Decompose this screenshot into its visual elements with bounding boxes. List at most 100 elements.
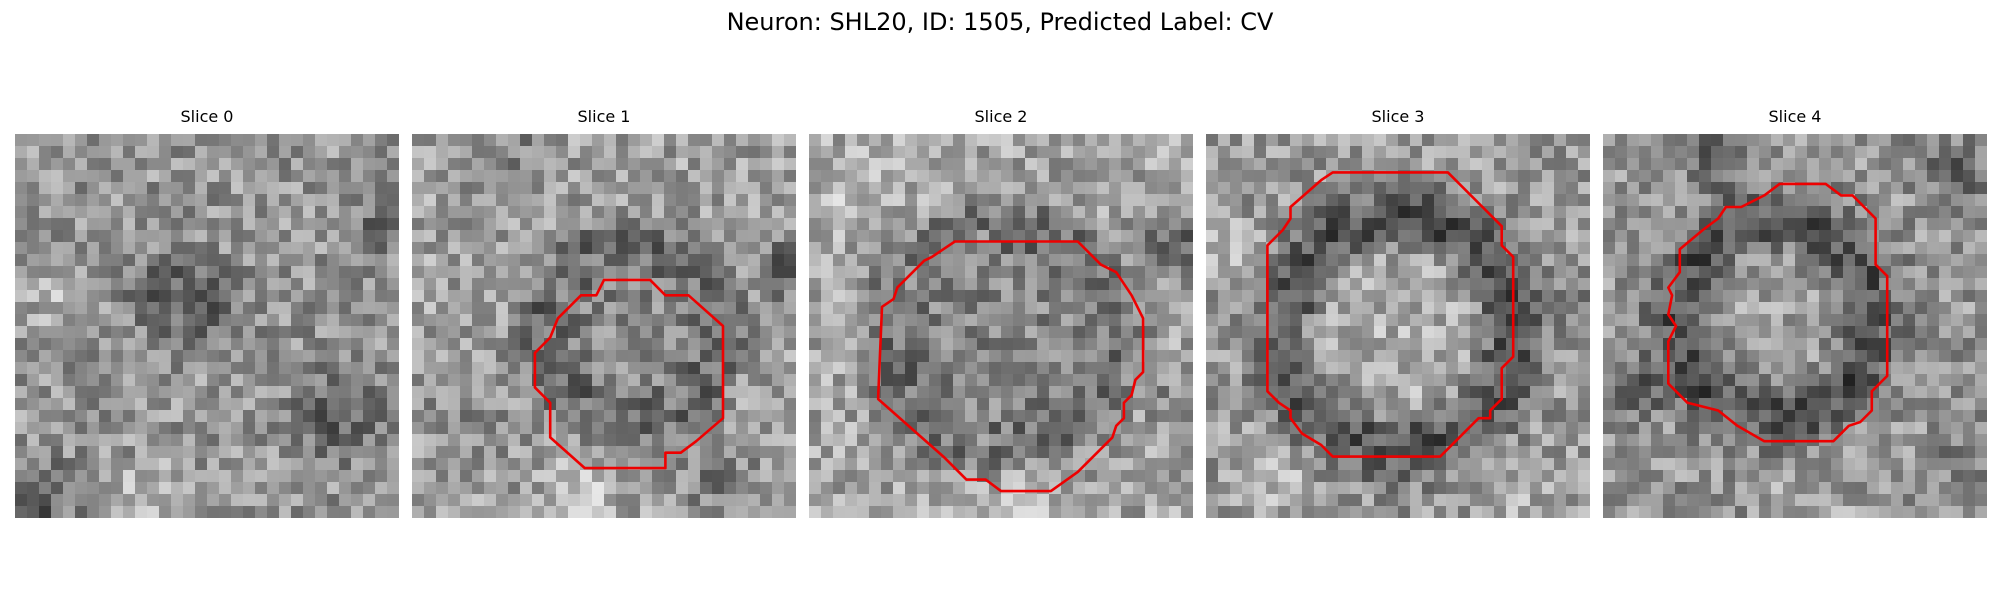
image-pixel [1278,410,1291,423]
image-pixel [508,494,521,507]
image-pixel [351,494,364,507]
image-pixel [1254,158,1267,171]
image-pixel [1723,446,1736,459]
image-pixel [63,506,76,518]
image-pixel [1951,386,1964,399]
image-pixel [688,374,701,387]
image-pixel [1133,290,1146,303]
image-pixel [1145,278,1158,291]
image-pixel [496,182,509,195]
image-pixel [111,170,124,183]
image-pixel [219,158,232,171]
image-pixel [1266,218,1279,231]
image-pixel [159,254,172,267]
image-pixel [1085,506,1098,518]
image-pixel [387,410,399,423]
image-pixel [845,398,858,411]
image-pixel [1410,242,1423,255]
image-pixel [1434,254,1447,267]
image-pixel [821,170,834,183]
image-pixel [1398,422,1411,435]
image-pixel [893,494,906,507]
image-pixel [965,230,978,243]
image-pixel [833,134,846,147]
image-pixel [1386,374,1399,387]
image-pixel [508,326,521,339]
image-pixel [1266,338,1279,351]
image-pixel [1013,230,1026,243]
image-pixel [664,230,677,243]
image-pixel [1410,326,1423,339]
image-pixel [1410,158,1423,171]
image-pixel [592,194,605,207]
image-pixel [436,254,449,267]
image-pixel [628,350,641,363]
image-pixel [1169,494,1182,507]
image-pixel [460,398,473,411]
image-pixel [1109,302,1122,315]
image-pixel [1446,386,1459,399]
image-pixel [1939,158,1952,171]
image-pixel [881,266,894,279]
image-pixel [592,506,605,518]
image-pixel [339,194,352,207]
image-pixel [387,158,399,171]
image-pixel [953,254,966,267]
image-pixel [1206,470,1219,483]
image-pixel [628,326,641,339]
image-pixel [339,302,352,315]
image-pixel [15,278,28,291]
image-pixel [809,254,822,267]
image-pixel [760,314,773,327]
image-pixel [1422,314,1435,327]
image-pixel [484,290,497,303]
image-pixel [1879,146,1892,159]
image-pixel [1326,434,1339,447]
image-pixel [1097,434,1110,447]
image-pixel [1951,290,1964,303]
image-pixel [1951,314,1964,327]
image-pixel [784,362,796,375]
image-pixel [1326,482,1339,495]
image-pixel [75,146,88,159]
image-pixel [99,218,112,231]
image-pixel [845,446,858,459]
image-pixel [1169,254,1182,267]
image-pixel [1578,482,1590,495]
image-pixel [556,470,569,483]
image-pixel [424,266,437,279]
image-pixel [1783,398,1796,411]
image-pixel [123,326,136,339]
image-pixel [1049,458,1062,471]
image-pixel [267,326,280,339]
image-pixel [688,242,701,255]
image-pixel [688,482,701,495]
image-pixel [1398,338,1411,351]
image-pixel [592,410,605,423]
image-pixel [243,206,256,219]
image-pixel [1386,458,1399,471]
image-pixel [652,446,665,459]
image-pixel [953,326,966,339]
image-pixel [893,434,906,447]
image-pixel [724,470,737,483]
image-pixel [821,218,834,231]
image-pixel [460,326,473,339]
image-pixel [1482,506,1495,518]
image-pixel [580,494,593,507]
image-pixel [484,158,497,171]
image-pixel [424,170,437,183]
image-pixel [1025,326,1038,339]
image-pixel [496,314,509,327]
image-pixel [905,350,918,363]
image-pixel [1410,254,1423,267]
image-pixel [652,482,665,495]
image-pixel [977,218,990,231]
image-pixel [1085,494,1098,507]
slice-title: Slice 1 [577,107,631,126]
image-pixel [520,338,533,351]
image-pixel [363,278,376,291]
image-pixel [1025,242,1038,255]
image-pixel [63,446,76,459]
image-pixel [917,398,930,411]
